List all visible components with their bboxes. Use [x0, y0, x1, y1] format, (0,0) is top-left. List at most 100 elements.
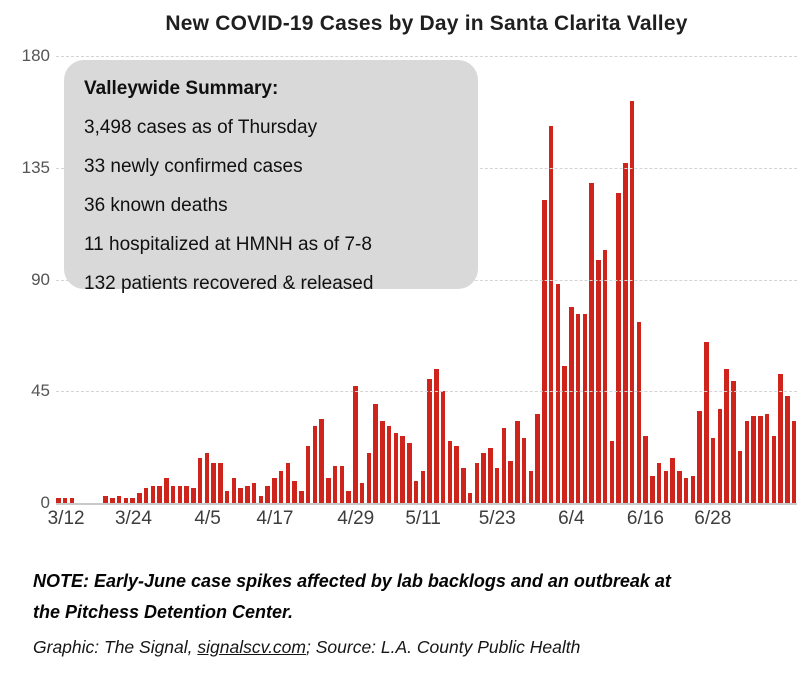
- bar-9: [116, 496, 122, 503]
- bar-65: [494, 468, 500, 503]
- bar-43: [346, 491, 351, 503]
- credit-suffix: ; Source: L.A. County Public Health: [306, 637, 581, 657]
- bar-36: [299, 491, 304, 503]
- x-label-3-12: 3/12: [47, 508, 85, 529]
- chart-title: New COVID-19 Cases by Day in Santa Clari…: [165, 12, 688, 35]
- bar-96: [704, 342, 709, 503]
- bar-2: [69, 498, 75, 503]
- bar-47: [373, 404, 378, 503]
- bar-45: [359, 483, 365, 503]
- bar-58: [447, 441, 453, 503]
- bar-40: [326, 478, 331, 503]
- bar-12: [137, 493, 142, 503]
- bar-15: [157, 486, 162, 503]
- bar-68: [515, 421, 520, 503]
- summary-line-hospitalized: 11 hospitalized at HMNH as of 7-8: [84, 234, 372, 255]
- credit-prefix: Graphic: The Signal,: [33, 637, 198, 657]
- bar-21: [197, 458, 203, 503]
- summary-line-recovered: 132 patients recovered & released: [84, 273, 374, 294]
- bar-102: [744, 421, 750, 503]
- x-axis-labels: 3/12 3/24 4/5 4/17 4/29 5/11 5/23 6/4 6/16 6/28: [48, 508, 797, 538]
- bar-48: [380, 421, 385, 503]
- bar-90: [663, 471, 669, 503]
- bar-62: [474, 463, 480, 503]
- bar-19: [184, 486, 189, 503]
- bar-55: [427, 379, 432, 503]
- bar-18: [177, 486, 183, 503]
- bar-97: [710, 438, 716, 503]
- bar-64: [488, 448, 493, 503]
- bar-99: [724, 369, 729, 503]
- bar-41: [332, 466, 338, 503]
- bar-93: [683, 478, 689, 503]
- bar-10: [123, 498, 129, 503]
- plot-area: [56, 56, 797, 503]
- bar-61: [467, 493, 473, 503]
- note-text: NOTE: Early-June case spikes affected by…: [33, 571, 671, 622]
- bar-86: [636, 322, 642, 503]
- y-tick-90: 90: [31, 269, 50, 289]
- x-label-4-17: 4/17: [256, 508, 294, 529]
- bar-59: [454, 446, 459, 503]
- bar-39: [319, 419, 324, 503]
- bar-44: [353, 386, 358, 503]
- bar-84: [623, 163, 628, 503]
- x-label-4-29: 4/29: [337, 508, 375, 529]
- y-tick-45: 45: [31, 381, 50, 401]
- bar-76: [569, 307, 574, 503]
- bar-50: [393, 433, 399, 503]
- bar-32: [272, 478, 277, 503]
- bar-108: [785, 396, 790, 503]
- bar-94: [690, 476, 696, 503]
- bar-51: [400, 436, 405, 503]
- summary-line-deaths: 36 known deaths: [84, 195, 228, 216]
- bar-16: [164, 478, 169, 503]
- bar-109: [791, 421, 797, 503]
- bar-8: [110, 498, 115, 503]
- bar-42: [339, 466, 345, 503]
- bar-107: [778, 374, 783, 503]
- bar-26: [231, 478, 237, 503]
- bar-35: [292, 481, 297, 503]
- bar-60: [461, 468, 466, 503]
- gridline-45: [56, 391, 797, 393]
- bar-75: [562, 366, 567, 503]
- bar-66: [501, 428, 507, 503]
- bar-103: [751, 416, 756, 503]
- bar-30: [258, 496, 264, 503]
- bar-70: [528, 471, 534, 503]
- bar-27: [238, 488, 243, 503]
- bar-53: [413, 481, 419, 503]
- bar-25: [224, 491, 230, 503]
- bar-52: [407, 443, 412, 503]
- bar-74: [555, 284, 561, 503]
- gridline-0: [56, 503, 797, 505]
- y-tick-0: 0: [40, 493, 50, 512]
- bar-24: [218, 463, 223, 503]
- summary-heading: Valleywide Summary:: [84, 78, 279, 99]
- bar-57: [440, 391, 446, 503]
- credit-site-link[interactable]: signalscv.com: [197, 637, 306, 657]
- x-label-4-5: 4/5: [194, 508, 221, 529]
- bar-92: [677, 471, 682, 503]
- bar-69: [521, 438, 527, 503]
- bar-49: [386, 426, 392, 503]
- bar-80: [596, 260, 601, 503]
- bar-79: [589, 183, 594, 503]
- bar-67: [508, 461, 513, 503]
- bar-37: [305, 446, 311, 503]
- bar-46: [366, 453, 372, 503]
- bar-33: [278, 471, 284, 503]
- bar-83: [616, 193, 621, 503]
- bar-95: [697, 411, 702, 503]
- bar-34: [285, 463, 291, 503]
- bar-17: [170, 486, 176, 503]
- bar-100: [731, 381, 736, 503]
- bar-88: [650, 476, 655, 503]
- bar-11: [130, 498, 135, 503]
- summary-line-new-cases: 33 newly confirmed cases: [84, 156, 303, 177]
- gridline-180: [56, 56, 797, 57]
- bar-7: [103, 496, 108, 503]
- bar-87: [643, 436, 648, 503]
- x-label-3-24: 3/24: [114, 508, 152, 529]
